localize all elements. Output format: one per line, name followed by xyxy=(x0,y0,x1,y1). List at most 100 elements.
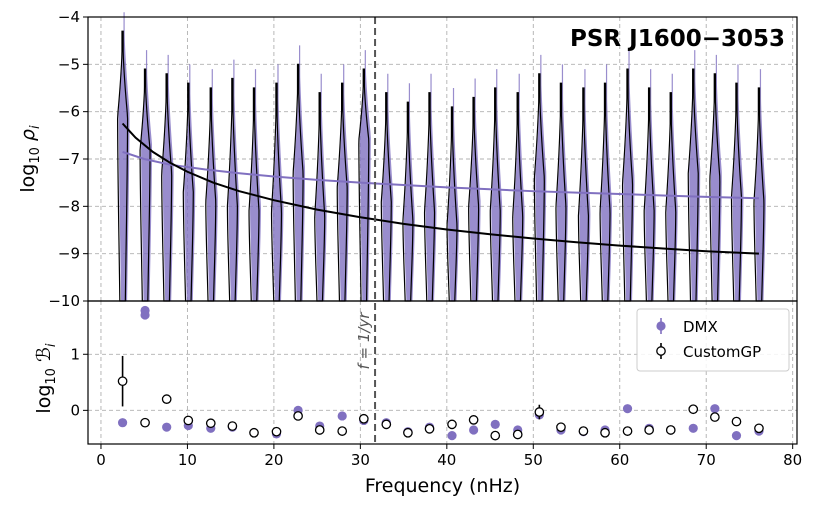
legend-customgp-label: CustomGP xyxy=(683,343,761,361)
violin-dmx-23 xyxy=(623,50,635,302)
x-axis-label: Frequency (nHz) xyxy=(365,475,520,497)
violin-dmx-3 xyxy=(184,64,196,301)
bottom-y-tick-label-1: 1 xyxy=(70,345,80,363)
violin-dmx-25 xyxy=(666,73,678,301)
customgp-point-24 xyxy=(644,425,654,435)
violin-dmx-29 xyxy=(754,69,766,301)
top-y-tick-label-2: −6 xyxy=(58,103,80,121)
customgp-point-23 xyxy=(622,426,633,436)
reference-line-group: f = 1/yr xyxy=(355,17,377,444)
legend-box xyxy=(636,308,790,372)
dmx-point-27 xyxy=(710,404,720,414)
violin-dmx-9 xyxy=(315,73,327,301)
x-tick-label-40: 40 xyxy=(437,451,456,469)
reference-line-label: f = 1/yr xyxy=(355,312,373,370)
violin-dmx-15 xyxy=(448,88,460,301)
bottom-y-label-i: i xyxy=(44,343,59,347)
x-tick-label-0: 0 xyxy=(96,451,106,469)
customgp-point-11 xyxy=(358,413,369,424)
customgp-point-5 xyxy=(227,421,238,431)
dmx-point-upper-1 xyxy=(140,310,150,320)
top-y-label-sub: 10 xyxy=(28,147,43,164)
dmx-point-15 xyxy=(447,430,457,441)
bottom-y-label-b: ℬ xyxy=(33,347,55,368)
violin-dmx-18 xyxy=(513,73,525,301)
dmx-point-23 xyxy=(622,404,633,414)
customgp-point-27 xyxy=(710,412,720,422)
customgp-point-16 xyxy=(468,415,479,425)
violin-dmx-7 xyxy=(272,64,284,301)
violin-dmx-6 xyxy=(250,69,261,301)
top-y-tick-label-0: −4 xyxy=(58,8,80,26)
bottom-y-axis-label: log10 ℬi xyxy=(33,343,59,414)
violin-dmx-12 xyxy=(382,73,394,301)
violins xyxy=(116,12,766,302)
violin-dmx-17 xyxy=(491,69,503,301)
legend-dmx-label: DMX xyxy=(683,318,718,336)
violin-dmx-20 xyxy=(556,64,568,301)
customgp-point-6 xyxy=(249,427,259,438)
x-tick-label-50: 50 xyxy=(524,451,543,469)
top-y-tick-label-5: −9 xyxy=(58,245,80,263)
dmx-point-28 xyxy=(731,430,742,441)
customgp-point-18 xyxy=(512,429,523,440)
bottom-y-label-sub: 10 xyxy=(44,368,59,385)
x-tick-label-60: 60 xyxy=(610,451,629,469)
customgp-point-0 xyxy=(117,376,128,387)
x-tick-label-20: 20 xyxy=(264,451,283,469)
customgp-point-8 xyxy=(293,411,303,421)
customgp-point-21 xyxy=(578,426,589,436)
chart-title: PSR J1600−3053 xyxy=(570,26,785,52)
customgp-point-25 xyxy=(665,425,676,435)
customgp-point-15 xyxy=(447,419,457,430)
customgp-point-29 xyxy=(754,423,764,434)
customgp-point-4 xyxy=(205,418,216,429)
x-tick-label-30: 30 xyxy=(351,451,370,469)
customgp-point-28 xyxy=(731,416,742,427)
fit-lines xyxy=(121,122,760,255)
dmx-point-17 xyxy=(490,419,500,429)
customgp-point-3 xyxy=(183,415,194,426)
dmx-point-16 xyxy=(469,425,479,435)
violin-dmx-11 xyxy=(359,50,371,302)
customgp-point-13 xyxy=(403,427,413,438)
customgp-point-10 xyxy=(337,426,348,436)
dmx-point-2 xyxy=(162,422,172,432)
top-y-tick-label-6: −10 xyxy=(48,292,80,310)
bottom-panel-frame xyxy=(87,300,798,445)
top-y-label-i: i xyxy=(28,125,43,129)
bottom-y-tick-label-0: 0 xyxy=(70,401,80,419)
customgp-point-20 xyxy=(556,422,566,433)
dmx-point-10 xyxy=(337,411,347,421)
x-tick-label-10: 10 xyxy=(178,451,197,469)
violin-dmx-28 xyxy=(732,64,744,301)
top-y-axis-label: log10 ρi xyxy=(17,125,43,193)
customgp-point-7 xyxy=(271,426,282,437)
fit-line-dmx xyxy=(122,150,759,200)
x-tick-label-70: 70 xyxy=(697,451,716,469)
violin-dmx-21 xyxy=(579,69,591,301)
violin-dmx-22 xyxy=(601,64,613,301)
bayes-points xyxy=(117,305,764,441)
bottom-y-label-log: log xyxy=(33,385,55,414)
violin-dmx-13 xyxy=(403,83,415,302)
customgp-point-26 xyxy=(688,404,699,415)
legend-dmx-marker xyxy=(656,321,666,331)
customgp-point-9 xyxy=(314,425,325,435)
top-y-tick-label-3: −7 xyxy=(58,150,80,168)
violin-dmx-0 xyxy=(118,12,130,302)
violin-dmx-24 xyxy=(645,69,657,301)
customgp-point-2 xyxy=(161,394,172,404)
top-y-tick-label-4: −8 xyxy=(58,197,80,215)
top-y-label-rho: ρ xyxy=(17,129,39,147)
violin-dmx-5 xyxy=(228,59,240,301)
x-tick-label-80: 80 xyxy=(783,451,802,469)
legend: DMX CustomGP xyxy=(636,308,790,372)
violin-dmx-4 xyxy=(206,69,218,301)
dmx-point-0 xyxy=(117,418,128,428)
fit-line-customgp xyxy=(121,122,760,255)
customgp-point-1 xyxy=(140,417,150,428)
customgp-point-17 xyxy=(490,430,501,441)
customgp-point-22 xyxy=(600,427,610,438)
top-y-label-log: log xyxy=(17,164,39,193)
